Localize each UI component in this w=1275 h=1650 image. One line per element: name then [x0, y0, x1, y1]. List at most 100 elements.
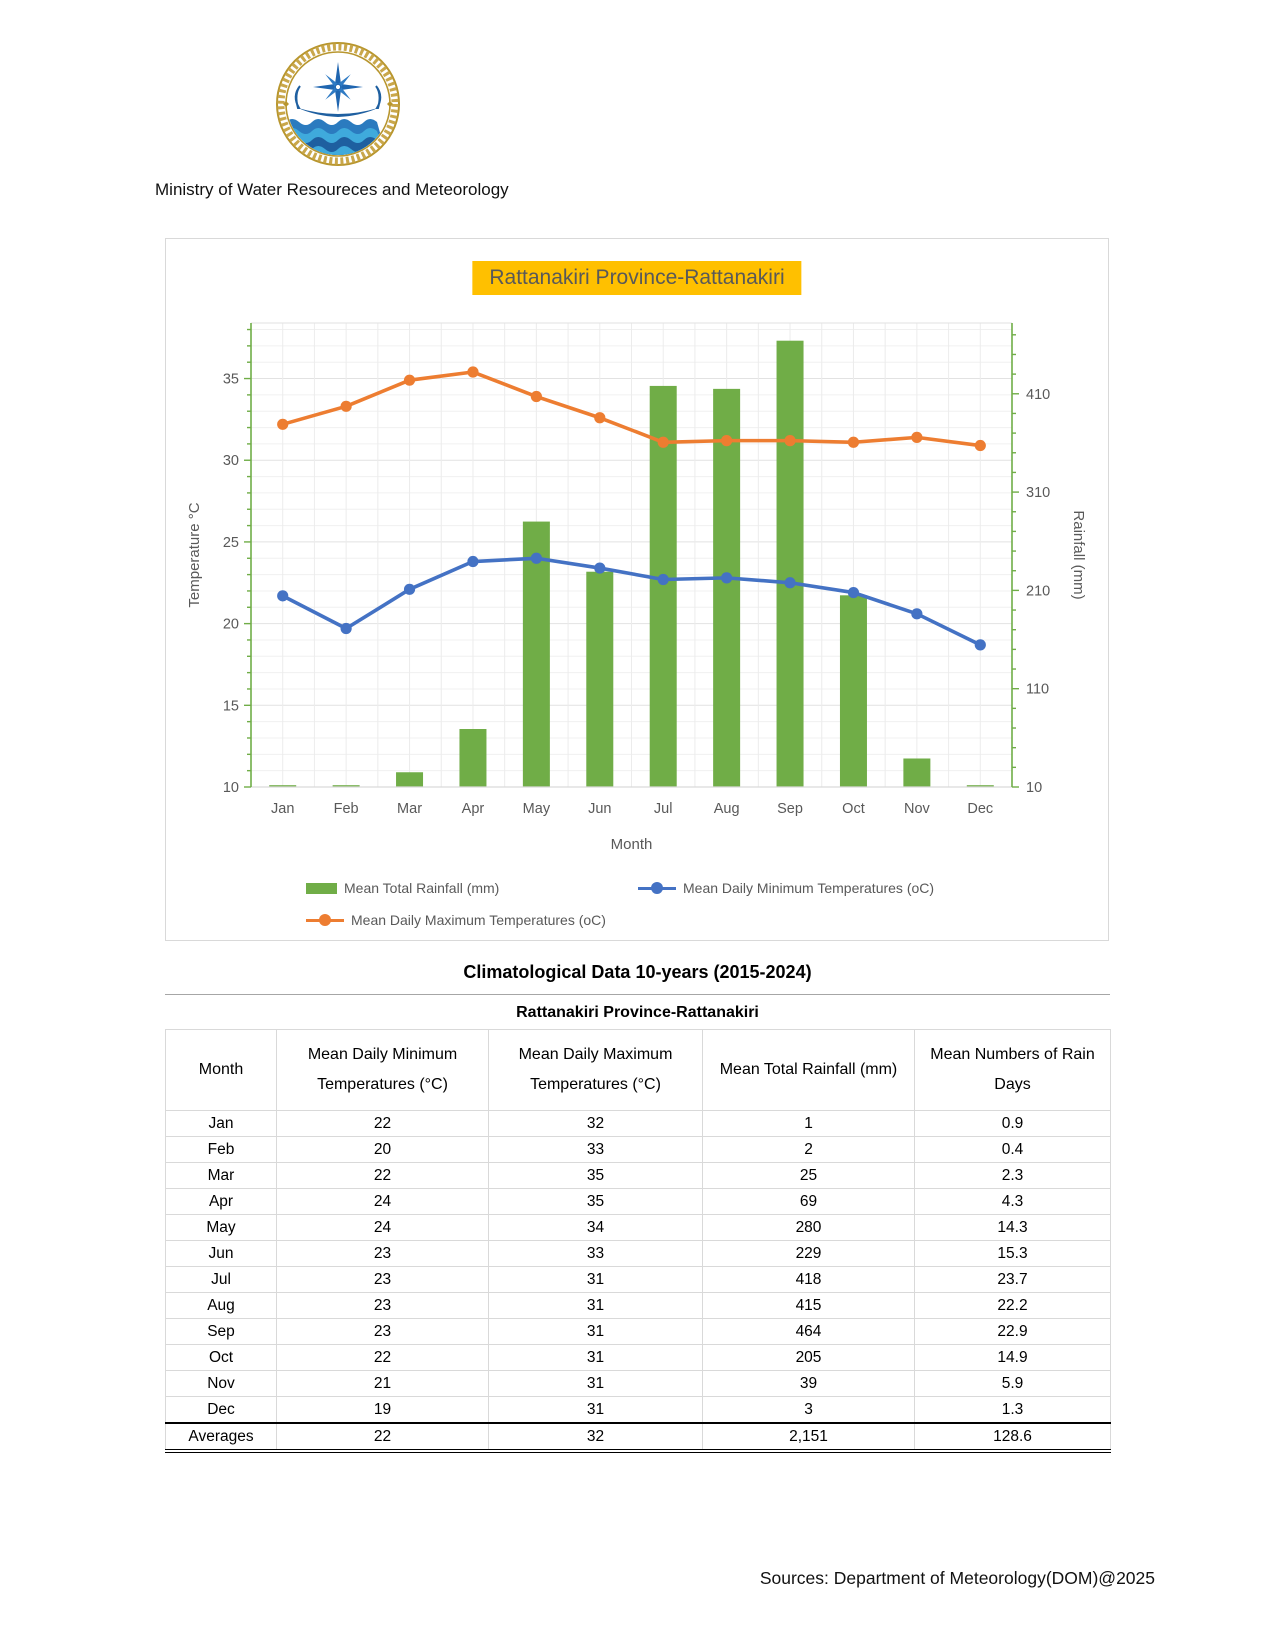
svg-text:210: 210	[1026, 583, 1050, 599]
svg-text:Apr: Apr	[462, 801, 485, 817]
table-cell: 69	[702, 1188, 915, 1215]
svg-text:30: 30	[223, 453, 239, 469]
table-cell: Apr	[165, 1188, 277, 1215]
svg-text:May: May	[523, 801, 551, 817]
point-dec	[974, 439, 986, 452]
chart-title: Rattanakiri Province-Rattanakiri	[472, 261, 802, 295]
table-cell: 33	[488, 1240, 703, 1267]
bar-oct	[839, 595, 867, 787]
svg-text:Sep: Sep	[777, 801, 803, 817]
table-cell: Averages	[165, 1422, 277, 1453]
table-cell: 415	[702, 1292, 915, 1319]
bar-jun	[586, 571, 614, 787]
ministry-name: Ministry of Water Resoureces and Meteoro…	[155, 180, 509, 199]
table-cell: 23.7	[914, 1266, 1111, 1293]
table-row-jul: Jul 23 31 418 23.7	[165, 1266, 1111, 1293]
table-cell: 0.4	[914, 1136, 1111, 1163]
table-row-sep: Sep 23 31 464 22.9	[165, 1318, 1111, 1345]
table-cell: 22.9	[914, 1318, 1111, 1345]
table-cell: 22	[276, 1344, 489, 1371]
x-axis-title: Month	[611, 836, 653, 853]
table-cell: 23	[276, 1266, 489, 1293]
svg-text:Dec: Dec	[967, 801, 993, 817]
table-cell: 3	[702, 1396, 915, 1424]
svg-text:35: 35	[223, 372, 239, 388]
table-cell: 19	[276, 1396, 489, 1424]
table-cell: 22	[276, 1422, 489, 1453]
seal-side-stars	[283, 101, 393, 107]
table-cell: Aug	[165, 1292, 277, 1319]
legend-min-temp-label: Mean Daily Minimum Temperatures (oC)	[683, 880, 935, 896]
point-aug	[721, 572, 733, 584]
table-cell: Dec	[165, 1396, 277, 1424]
table-cell: 5.9	[914, 1370, 1111, 1397]
bar-aug	[713, 388, 741, 787]
table-cell: 23	[276, 1240, 489, 1267]
point-may	[530, 552, 542, 564]
max-temp-swatch-icon	[306, 914, 344, 926]
sources-note: Sources: Department of Meteorology(DOM)@…	[759, 1568, 1155, 1588]
point-oct	[847, 436, 860, 448]
table-cell: 24	[276, 1214, 489, 1241]
table-row-may: May 24 34 280 14.3	[165, 1214, 1111, 1241]
table-row-nov: Nov 21 31 39 5.9	[165, 1370, 1111, 1397]
table-cell: Feb	[165, 1136, 277, 1163]
point-sep	[784, 577, 796, 589]
table-cell: 2.3	[914, 1162, 1111, 1189]
point-jul	[657, 573, 669, 586]
col-max-temp: Mean Daily Maximum Temperatures (°C)	[488, 1029, 703, 1111]
table-cell: 23	[276, 1318, 489, 1345]
point-apr	[467, 555, 479, 568]
svg-text:Jul: Jul	[654, 801, 673, 817]
table-cell: 35	[488, 1162, 703, 1189]
legend-max-temp: Mean Daily Maximum Temperatures (oC)	[306, 912, 606, 928]
table-cell: Nov	[165, 1370, 277, 1397]
point-mar	[403, 583, 416, 595]
boat-icon	[294, 85, 382, 117]
bar-apr	[459, 729, 487, 787]
table-cell: 14.3	[914, 1214, 1111, 1241]
rainfall-bars	[269, 340, 994, 787]
table-cell: 22	[276, 1110, 489, 1137]
point-jan	[277, 418, 289, 430]
month-labels: Jan Feb Mar Apr May Jun Jul Aug Sep Oct Nov Dec	[271, 801, 993, 817]
legend-rainfall-label: Mean Total Rainfall (mm)	[344, 880, 500, 896]
point-nov	[911, 431, 923, 443]
svg-text:Mar: Mar	[397, 801, 422, 817]
point-jun	[594, 412, 606, 424]
table-subtitle: Rattanakiri Province-Rattanakiri	[516, 1004, 759, 1021]
svg-text:Jun: Jun	[588, 801, 611, 817]
bar-jul	[649, 385, 677, 787]
svg-text:10: 10	[1026, 780, 1042, 796]
table-cell: 2,151	[702, 1422, 915, 1453]
table-cell: 31	[488, 1318, 703, 1345]
bar-dec	[966, 785, 994, 787]
col-rain-days: Mean Numbers of Rain Days	[914, 1029, 1111, 1111]
table-cell: 14.9	[914, 1344, 1111, 1371]
table-cell: 31	[488, 1292, 703, 1319]
svg-text:20: 20	[223, 617, 239, 633]
svg-text:Aug: Aug	[714, 801, 740, 817]
table-cell: Jul	[165, 1266, 277, 1293]
table-cell: 15.3	[914, 1240, 1111, 1267]
point-feb	[340, 400, 352, 412]
table-row-apr: Apr 24 35 69 4.3	[165, 1188, 1111, 1215]
table-header-row: Month Mean Daily Minimum Temperatures (°…	[165, 1029, 1111, 1111]
table-cell: 1	[702, 1110, 915, 1137]
table-cell: 31	[488, 1396, 703, 1424]
table-cell: 22	[276, 1162, 489, 1189]
svg-text:110: 110	[1026, 682, 1049, 698]
svg-text:Oct: Oct	[842, 801, 865, 817]
khmer-text-ring	[277, 43, 399, 165]
table-cell: 31	[488, 1370, 703, 1397]
table-cell: Sep	[165, 1318, 277, 1345]
point-jan	[277, 590, 289, 602]
gridlines	[251, 322, 1012, 787]
table-row-aug: Aug 23 31 415 22.2	[165, 1292, 1111, 1319]
table-cell: 280	[702, 1214, 915, 1241]
table-cell: 21	[276, 1370, 489, 1397]
left-axis: 10 15 20 25 30 35	[223, 323, 252, 796]
svg-text:Jan: Jan	[271, 801, 294, 817]
